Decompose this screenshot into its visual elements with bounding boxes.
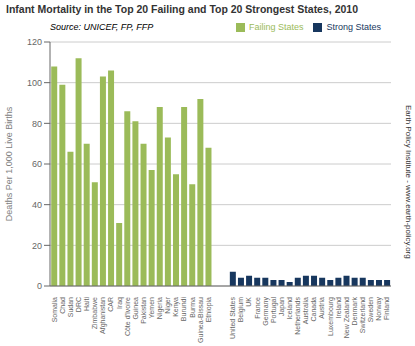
svg-text:Côte d'Ivoire: Côte d'Ivoire [124,297,131,336]
svg-text:Luxembourg: Luxembourg [327,297,335,336]
svg-text:Haiti: Haiti [83,297,90,311]
svg-text:Finland: Finland [383,297,390,320]
svg-text:40: 40 [32,200,42,210]
svg-text:Pakistan: Pakistan [140,297,147,324]
svg-text:Yemen: Yemen [148,297,155,319]
svg-text:Nigeria: Nigeria [156,297,164,319]
svg-text:New Zealand: New Zealand [343,297,350,338]
svg-text:Iraq: Iraq [116,297,124,309]
svg-text:Austria: Austria [318,297,325,319]
svg-text:60: 60 [32,159,42,169]
svg-text:Deaths Per 1,000 Live Births: Deaths Per 1,000 Live Births [8,106,14,221]
svg-text:UK: UK [245,297,252,307]
svg-text:Kenya: Kenya [172,297,180,317]
svg-text:Somalia: Somalia [51,297,58,322]
svg-text:Burundi: Burundi [180,297,187,322]
html-text:Failing States: Failing States [248,22,304,32]
svg-text:Chad: Chad [59,297,66,314]
svg-text:Belgium: Belgium [237,297,245,322]
svg-text:Burma: Burma [189,297,196,318]
svg-text:20: 20 [32,241,42,251]
svg-text:DRC: DRC [75,297,82,312]
svg-text:Afghanistan: Afghanistan [99,297,107,334]
svg-text:Iceland: Iceland [286,297,293,320]
html-text:Infant Mortality in the Top 20: Infant Mortality in the Top 20 Failing a… [6,3,358,15]
svg-text:0: 0 [37,281,42,291]
svg-text:Guinea: Guinea [132,297,139,320]
svg-text:Sweden: Sweden [367,297,374,322]
svg-text:Ethiopia: Ethiopia [205,297,213,322]
svg-text:Australia: Australia [302,297,309,324]
svg-text:Switzerland: Switzerland [359,297,366,333]
svg-text:Portugal: Portugal [270,297,278,324]
svg-text:Germany: Germany [262,297,270,326]
svg-text:100: 100 [27,78,42,88]
svg-text:80: 80 [32,119,42,129]
svg-text:Canada: Canada [310,297,317,322]
svg-text:CAR: CAR [107,297,114,312]
svg-text:Ireland: Ireland [335,297,342,319]
svg-text:Zimbabwe: Zimbabwe [91,297,98,329]
svg-text:Netherlands: Netherlands [294,297,301,335]
html-text:Earth Policy Institute - www.e: Earth Policy Institute - www.earth-polic… [404,105,413,259]
svg-text:France: France [254,297,261,319]
svg-text:Japan: Japan [278,297,286,316]
svg-text:Niger: Niger [164,296,172,313]
svg-text:Guinea-Bissau: Guinea-Bissau [197,297,204,343]
html-text:Strong States: Strong States [326,22,381,32]
svg-text:120: 120 [27,37,42,47]
html-text:Source: UNICEF, FP, FFP: Source: UNICEF, FP, FFP [50,22,154,32]
svg-text:United States: United States [229,297,236,340]
svg-text:Sudan: Sudan [67,297,74,317]
svg-text:Norway: Norway [375,297,383,321]
svg-text:Denmark: Denmark [351,297,358,326]
